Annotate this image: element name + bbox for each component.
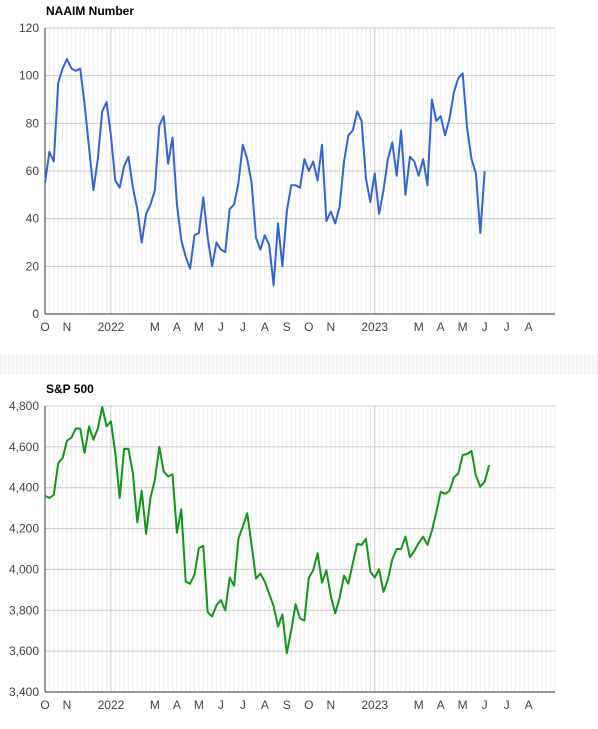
sp500-chart: 3,400 3,600 3,800 4,000 4,200 4,400 4,600 4,800… <box>9 399 556 712</box>
naaim-xtick-label: O <box>304 320 313 334</box>
naaim-ytick-label: 20 <box>26 259 40 273</box>
naaim-ytick-label: 80 <box>26 116 40 130</box>
sp500-minor-grid <box>44 406 556 692</box>
naaim-xtick-label: A <box>437 320 445 334</box>
naaim-ytick-label: 0 <box>32 307 39 321</box>
naaim-xtick-label: A <box>261 320 269 334</box>
naaim-series-line <box>44 58 486 287</box>
naaim-ytick-label: 100 <box>19 69 39 83</box>
sp500-ytick-label: 4,000 <box>9 562 39 576</box>
naaim-xtick-label: 2022 <box>98 320 125 334</box>
naaim-ytick-label: 60 <box>26 164 40 178</box>
naaim-xtick-label: M <box>194 320 204 334</box>
naaim-xtick-label: M <box>414 320 424 334</box>
sp500-xtick-label: N <box>63 698 72 712</box>
sp500-series-line <box>44 406 491 655</box>
sp500-ytick-label: 3,800 <box>9 603 39 617</box>
sp500-xtick-label: N <box>326 698 335 712</box>
naaim-xtick-label: M <box>458 320 468 334</box>
naaim-ytick-label: 120 <box>19 21 39 35</box>
sp500-ytick-label: 4,600 <box>9 440 39 454</box>
sp500-ytick-label: 3,400 <box>9 685 39 699</box>
sp500-xtick-label: M <box>458 698 468 712</box>
naaim-xtick-label: O <box>40 320 49 334</box>
naaim-xtick-label: M <box>150 320 160 334</box>
naaim-chart-title: NAAIM Number <box>46 4 135 18</box>
sp500-ytick-label: 4,200 <box>9 522 39 536</box>
chart-separator <box>0 355 598 375</box>
naaim-xtick-label: J <box>218 320 224 334</box>
sp500-xtick-label: M <box>414 698 424 712</box>
naaim-xtick-label: J <box>240 320 246 334</box>
naaim-xtick-label: J <box>504 320 510 334</box>
sp500-xtick-label: 2023 <box>361 698 388 712</box>
naaim-xtick-label: S <box>283 320 291 334</box>
sp500-xtick-label: A <box>437 698 445 712</box>
sp500-xtick-label: A <box>173 698 181 712</box>
naaim-xtick-label: N <box>326 320 335 334</box>
sp500-xtick-label: M <box>194 698 204 712</box>
sp500-xtick-label: M <box>150 698 160 712</box>
naaim-xtick-label: A <box>525 320 533 334</box>
naaim-xtick-label: N <box>63 320 72 334</box>
naaim-xtick-label: 2023 <box>361 320 388 334</box>
naaim-xtick-label: J <box>482 320 488 334</box>
sp500-ytick-label: 4,800 <box>9 399 39 413</box>
sp500-chart-panel: S&P 500 3,400 3,600 3,800 4,000 4,200 4,400 4,… <box>0 375 598 729</box>
sp500-chart-title: S&P 500 <box>46 382 94 396</box>
sp500-ytick-label: 4,400 <box>9 481 39 495</box>
sp500-xtick-label: 2022 <box>98 698 125 712</box>
sp500-xtick-label: J <box>240 698 246 712</box>
sp500-xtick-label: O <box>40 698 49 712</box>
sp500-xtick-label: A <box>261 698 269 712</box>
sp500-xtick-label: A <box>525 698 533 712</box>
naaim-chart-panel: NAAIM Number 0 20 40 60 80 100 120 O N 2022 M A M J J A… <box>0 0 598 355</box>
sp500-xtick-label: S <box>283 698 291 712</box>
sp500-xtick-label: J <box>218 698 224 712</box>
sp500-xtick-label: O <box>304 698 313 712</box>
sp500-xtick-label: J <box>504 698 510 712</box>
naaim-xtick-label: A <box>173 320 181 334</box>
sp500-ytick-label: 3,600 <box>9 644 39 658</box>
naaim-ytick-label: 40 <box>26 212 40 226</box>
sp500-xtick-label: J <box>482 698 488 712</box>
